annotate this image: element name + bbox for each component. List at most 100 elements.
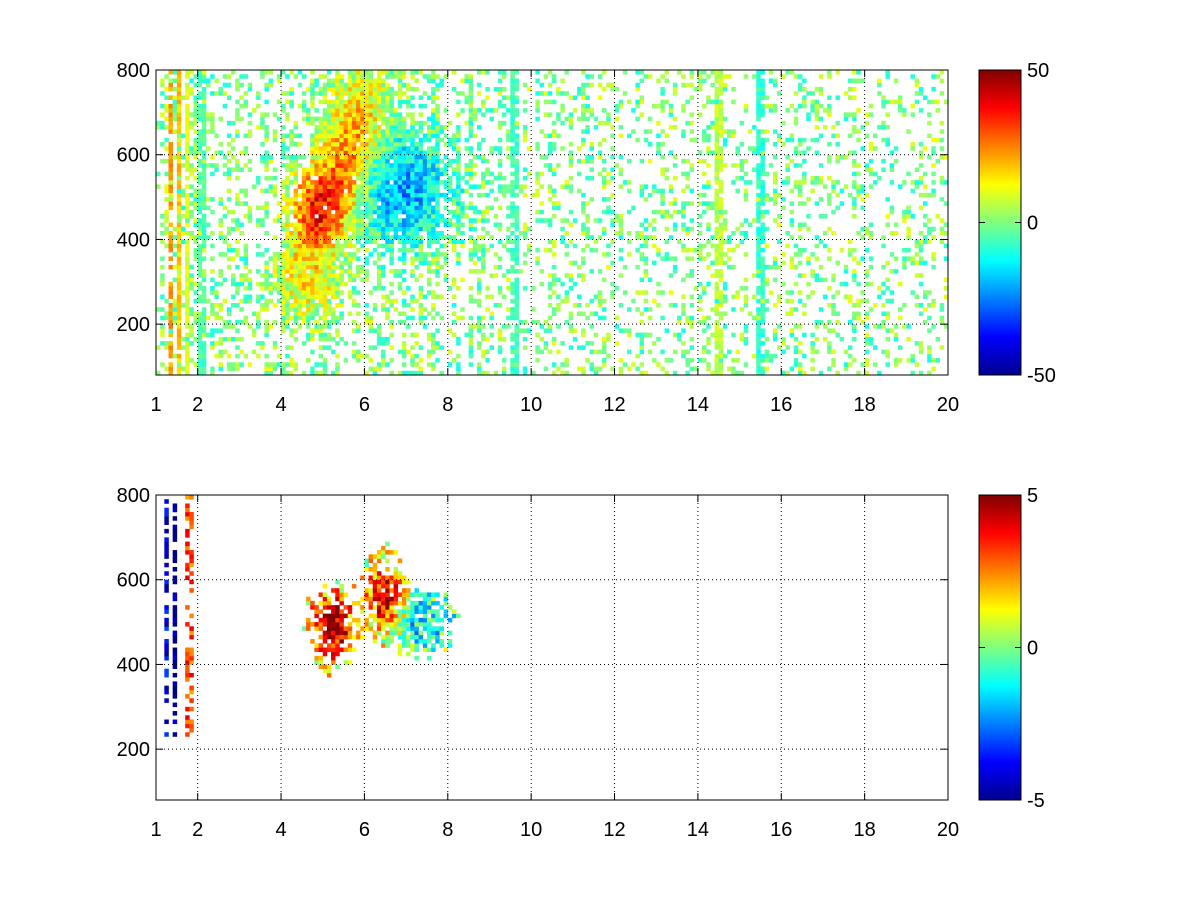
heatmap-cell [272,137,278,143]
heatmap-cell [764,349,770,355]
heatmap-cell [868,341,874,346]
heatmap-cell [426,218,432,223]
heatmap-cell [331,235,336,240]
heatmap-cell [381,230,386,236]
heatmap-cell [285,99,290,105]
heatmap-cell [339,74,344,79]
heatmap-cell [410,86,415,92]
heatmap-cell [185,302,190,308]
heatmap-cell [418,222,424,228]
heatmap-cell [852,129,857,134]
heatmap-cell [406,201,411,206]
heatmap-cell [468,201,474,206]
heatmap-cell [297,218,303,223]
heatmap-cell [760,353,765,359]
heatmap-cell [702,256,707,261]
heatmap-cell [714,86,720,92]
heatmap-cell [714,188,720,194]
heatmap-cell [260,142,265,147]
heatmap-cell [685,315,690,321]
heatmap-cell [210,366,215,372]
heatmap-cell [493,222,499,228]
heatmap-cell [689,302,695,308]
heatmap-cell [681,349,686,355]
heatmap-cell [351,286,357,291]
heatmap-cell [185,146,190,151]
heatmap-cell [443,273,449,278]
heatmap-cell [835,95,840,100]
heatmap-cell [176,125,182,130]
heatmap-cell [418,252,424,257]
heatmap-cell [681,133,686,139]
heatmap-cell [285,307,290,312]
heatmap-cell [318,269,324,274]
heatmap-cell [381,180,386,185]
heatmap-cell [168,175,173,181]
heatmap-cell [397,120,403,126]
heatmap-cell [781,205,786,211]
heatmap-cell [518,328,524,333]
heatmap-cell [510,201,515,206]
heatmap-cell [193,95,198,100]
heatmap-cell [772,201,778,206]
heatmap-cell [760,298,765,304]
heatmap-cell [597,218,603,223]
heatmap-cell [468,82,474,88]
heatmap-cell [414,154,419,160]
heatmap-cell [326,125,332,130]
heatmap-cell [335,341,340,346]
heatmap-cell [181,95,186,100]
heatmap-cell [668,108,674,113]
heatmap-cell [243,91,249,96]
heatmap-cell [718,239,724,244]
heatmap-cell [589,167,594,172]
heatmap-cell [597,142,603,147]
heatmap-cell [668,273,674,278]
heatmap-cell [297,286,303,291]
heatmap-cell [422,307,428,312]
heatmap-cell [368,222,374,228]
heatmap-cell [789,290,795,295]
heatmap-cell [347,171,353,177]
heatmap-cell [160,91,165,96]
heatmap-cell [293,125,299,130]
heatmap-cell [389,184,394,189]
heatmap-cell [702,201,707,206]
heatmap-cell [422,256,428,261]
heatmap-cell [326,226,332,232]
heatmap-cell [889,230,895,236]
heatmap-cell [864,226,870,232]
heatmap-cell [264,82,269,88]
heatmap-cell [310,243,315,249]
heatmap-cell [810,188,815,194]
heatmap-cell [718,146,724,151]
heatmap-cell [356,74,361,79]
heatmap-cell [351,146,357,151]
heatmap-cell [443,108,449,113]
heatmap-cell [176,184,182,189]
heatmap-cell [381,264,386,270]
heatmap-cell [522,175,528,181]
heatmap-cell [226,243,232,249]
heatmap-cell [697,214,703,219]
heatmap-cell [401,171,407,177]
heatmap-cell [543,91,549,96]
heatmap-cell [285,197,290,202]
heatmap-cell [785,154,790,160]
heatmap-cell [435,175,440,181]
heatmap-cell [331,184,336,189]
heatmap-cell [297,243,303,249]
heatmap-cell [172,353,178,359]
heatmap-cell [185,281,190,287]
heatmap-cell [185,95,190,100]
heatmap-cell [568,150,574,156]
heatmap-cell [714,180,720,185]
heatmap-cell [668,125,674,130]
heatmap-cell [347,163,353,168]
heatmap-cell [393,184,399,189]
heatmap-cell [318,180,324,185]
heatmap-cell [272,302,278,308]
heatmap-cell [822,336,828,342]
heatmap-cell [235,112,240,117]
heatmap-cell [718,163,724,168]
